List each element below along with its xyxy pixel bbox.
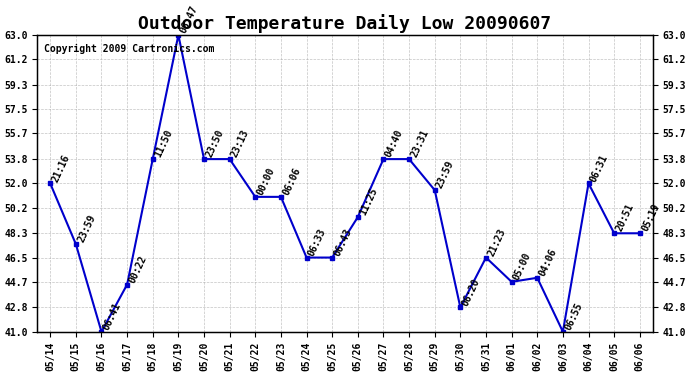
Text: 11:25: 11:25 <box>358 186 380 217</box>
Text: 04:40: 04:40 <box>384 128 405 159</box>
Text: 06:33: 06:33 <box>306 227 328 258</box>
Text: 00:22: 00:22 <box>127 254 148 285</box>
Text: 05:00: 05:00 <box>511 251 533 282</box>
Text: 06:43: 06:43 <box>332 227 354 258</box>
Text: 21:23: 21:23 <box>486 227 507 258</box>
Text: 23:13: 23:13 <box>230 128 251 159</box>
Text: 20:51: 20:51 <box>614 202 635 233</box>
Text: 06:06: 06:06 <box>281 166 302 197</box>
Text: Copyright 2009 Cartronics.com: Copyright 2009 Cartronics.com <box>43 44 214 54</box>
Text: 21:16: 21:16 <box>50 153 72 183</box>
Text: 04:06: 04:06 <box>538 247 559 278</box>
Text: 23:50: 23:50 <box>204 128 226 159</box>
Text: 06:31: 06:31 <box>589 153 610 183</box>
Text: 06:20: 06:20 <box>460 277 482 308</box>
Title: Outdoor Temperature Daily Low 20090607: Outdoor Temperature Daily Low 20090607 <box>139 15 551 33</box>
Text: 23:59: 23:59 <box>435 159 456 190</box>
Text: 11:50: 11:50 <box>152 128 174 159</box>
Text: 23:59: 23:59 <box>76 213 97 244</box>
Text: 23:31: 23:31 <box>409 128 431 159</box>
Text: 06:41: 06:41 <box>101 301 123 332</box>
Text: 06:55: 06:55 <box>563 301 584 332</box>
Text: 00:00: 00:00 <box>255 166 277 197</box>
Text: 06:47: 06:47 <box>179 4 200 35</box>
Text: 05:19: 05:19 <box>640 202 661 233</box>
